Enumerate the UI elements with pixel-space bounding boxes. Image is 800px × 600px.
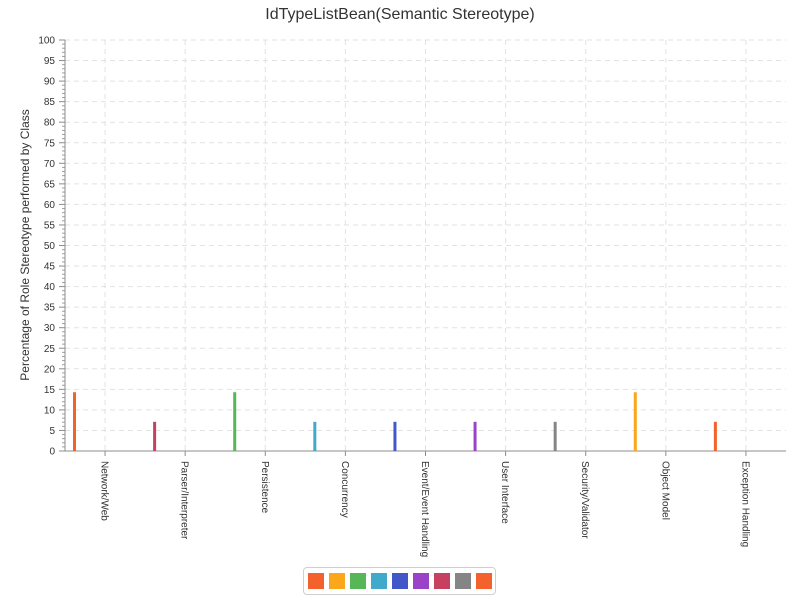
y-tick-label: 50 xyxy=(44,241,56,252)
x-tick-label: Parser/Interpreter xyxy=(179,461,190,540)
y-tick-labels: 0 5 10 15 20 25 30 35 40 45 50 55 60 65 70 75 80 85 90 95 10… xyxy=(38,36,55,458)
bar xyxy=(73,392,76,451)
y-tick-label: 0 xyxy=(49,447,55,458)
y-tick-label: 40 xyxy=(44,282,56,293)
y-tick-label: 75 xyxy=(44,138,56,149)
x-tick-labels: Network/Web Parser/Interpreter Persistence… xyxy=(99,461,751,557)
bar xyxy=(553,421,557,451)
legend-swatch xyxy=(475,573,492,589)
x-tick-label: Object Model xyxy=(659,461,670,520)
x-tick-label: Security/Validator xyxy=(579,461,590,539)
x-tick-label: User Interface xyxy=(499,461,510,524)
x-tick-label: Event/Event Handling xyxy=(419,461,430,557)
grid-lines xyxy=(65,39,786,451)
y-tick-label: 70 xyxy=(44,159,56,170)
legend-swatch xyxy=(370,573,387,589)
bars xyxy=(73,392,717,451)
chart-title: IdTypeListBean(Semantic Stereotype) xyxy=(265,6,535,23)
y-tick-label: 95 xyxy=(44,56,56,67)
legend-swatch xyxy=(412,573,429,589)
bar xyxy=(713,421,717,451)
x-tick-label: Persistence xyxy=(259,461,270,514)
legend-swatch xyxy=(307,573,324,589)
y-tick-label: 45 xyxy=(44,262,56,273)
bar xyxy=(633,392,637,451)
legend xyxy=(303,567,496,595)
bar xyxy=(313,421,317,451)
bar xyxy=(153,421,157,451)
y-tick-label: 25 xyxy=(44,344,56,355)
x-tick-label: Network/Web xyxy=(99,461,110,521)
legend-swatch xyxy=(349,573,366,589)
legend-swatch xyxy=(454,573,471,589)
y-tick-label: 100 xyxy=(38,36,55,47)
x-tick-label: Concurrency xyxy=(339,461,350,518)
bar xyxy=(393,421,397,451)
y-tick-label: 60 xyxy=(44,200,56,211)
y-tick-label: 20 xyxy=(44,364,56,375)
legend-swatch xyxy=(433,573,450,589)
y-tick-label: 10 xyxy=(44,405,56,416)
legend-swatch xyxy=(328,573,345,589)
y-tick-label: 90 xyxy=(44,77,56,88)
x-tick-label: Exception Handling xyxy=(739,461,750,547)
y-tick-label: 30 xyxy=(44,323,56,334)
legend-swatch xyxy=(391,573,408,589)
y-tick-label: 55 xyxy=(44,220,56,231)
axes xyxy=(59,39,786,456)
y-tick-label: 15 xyxy=(44,385,56,396)
y-tick-label: 35 xyxy=(44,303,56,314)
bar xyxy=(473,421,477,451)
y-tick-label: 85 xyxy=(44,97,56,108)
y-axis-label: Percentage of Role Stereotype performed … xyxy=(18,109,32,380)
y-tick-label: 80 xyxy=(44,118,56,129)
y-tick-label: 5 xyxy=(49,426,55,437)
y-tick-label: 65 xyxy=(44,179,56,190)
bar xyxy=(233,392,237,451)
